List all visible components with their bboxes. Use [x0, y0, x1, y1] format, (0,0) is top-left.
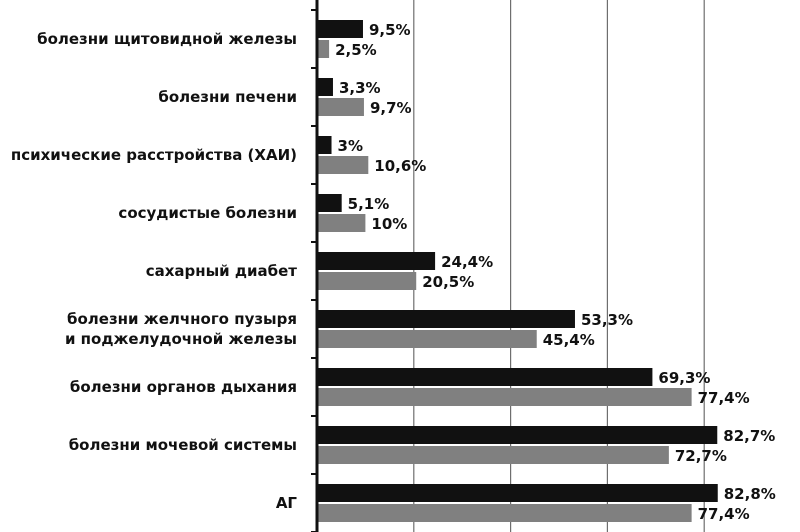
bar-gray — [317, 272, 417, 290]
data-label: 10,6% — [374, 157, 426, 175]
data-label: 24,4% — [441, 253, 493, 271]
category-label: болезни печени — [158, 88, 297, 106]
category-label: и поджелудочной железы — [65, 330, 297, 348]
bar-dark — [317, 426, 718, 444]
bar-gray — [317, 40, 330, 58]
data-label: 3% — [338, 137, 363, 155]
bar-dark — [317, 20, 363, 38]
data-label: 72,7% — [675, 447, 727, 465]
value-labels: 9,5% 2,5% 3,3% 9,7% 3% 10,6% 5,1% 10% 24,4% 20,5%… — [335, 21, 776, 523]
bar-dark — [317, 136, 332, 154]
bar-gray — [317, 504, 692, 522]
bar-gray — [317, 98, 364, 116]
data-label: 45,4% — [543, 331, 595, 349]
data-label: 5,1% — [348, 195, 390, 213]
data-label: 69,3% — [658, 369, 710, 387]
data-label: 77,4% — [698, 389, 750, 407]
bar-dark — [317, 484, 718, 502]
category-label: болезни органов дыхания — [70, 378, 297, 396]
data-label: 82,8% — [724, 485, 776, 503]
category-label: АГ — [276, 494, 298, 512]
category-label: болезни мочевой системы — [69, 436, 297, 454]
bar-dark — [317, 78, 333, 96]
category-labels: болезни щитовидной железы болезни печени п… — [11, 30, 298, 512]
bar-gray — [317, 388, 692, 406]
category-label: болезни щитовидной железы — [37, 30, 297, 48]
category-label: сосудистые болезни — [118, 204, 297, 222]
data-label: 82,7% — [723, 427, 775, 445]
category-label: психические расстройства (ХАИ) — [11, 146, 297, 164]
category-label: болезни желчного пузыря — [67, 310, 297, 328]
category-label: сахарный диабет — [146, 262, 298, 280]
bar-gray — [317, 214, 366, 232]
bar-dark — [317, 368, 653, 386]
y-axis — [311, 0, 319, 532]
bar-dark — [317, 194, 342, 212]
data-label: 10% — [371, 215, 407, 233]
data-label: 9,7% — [370, 99, 412, 117]
bar-dark — [317, 310, 575, 328]
bar-gray — [317, 156, 369, 174]
bars — [317, 20, 718, 522]
data-label: 9,5% — [369, 21, 411, 39]
data-label: 77,4% — [698, 505, 750, 523]
data-label: 53,3% — [581, 311, 633, 329]
bar-dark — [317, 252, 436, 270]
bar-gray — [317, 330, 537, 348]
data-label: 2,5% — [335, 41, 377, 59]
data-label: 3,3% — [339, 79, 381, 97]
data-label: 20,5% — [422, 273, 474, 291]
bar-gray — [317, 446, 669, 464]
